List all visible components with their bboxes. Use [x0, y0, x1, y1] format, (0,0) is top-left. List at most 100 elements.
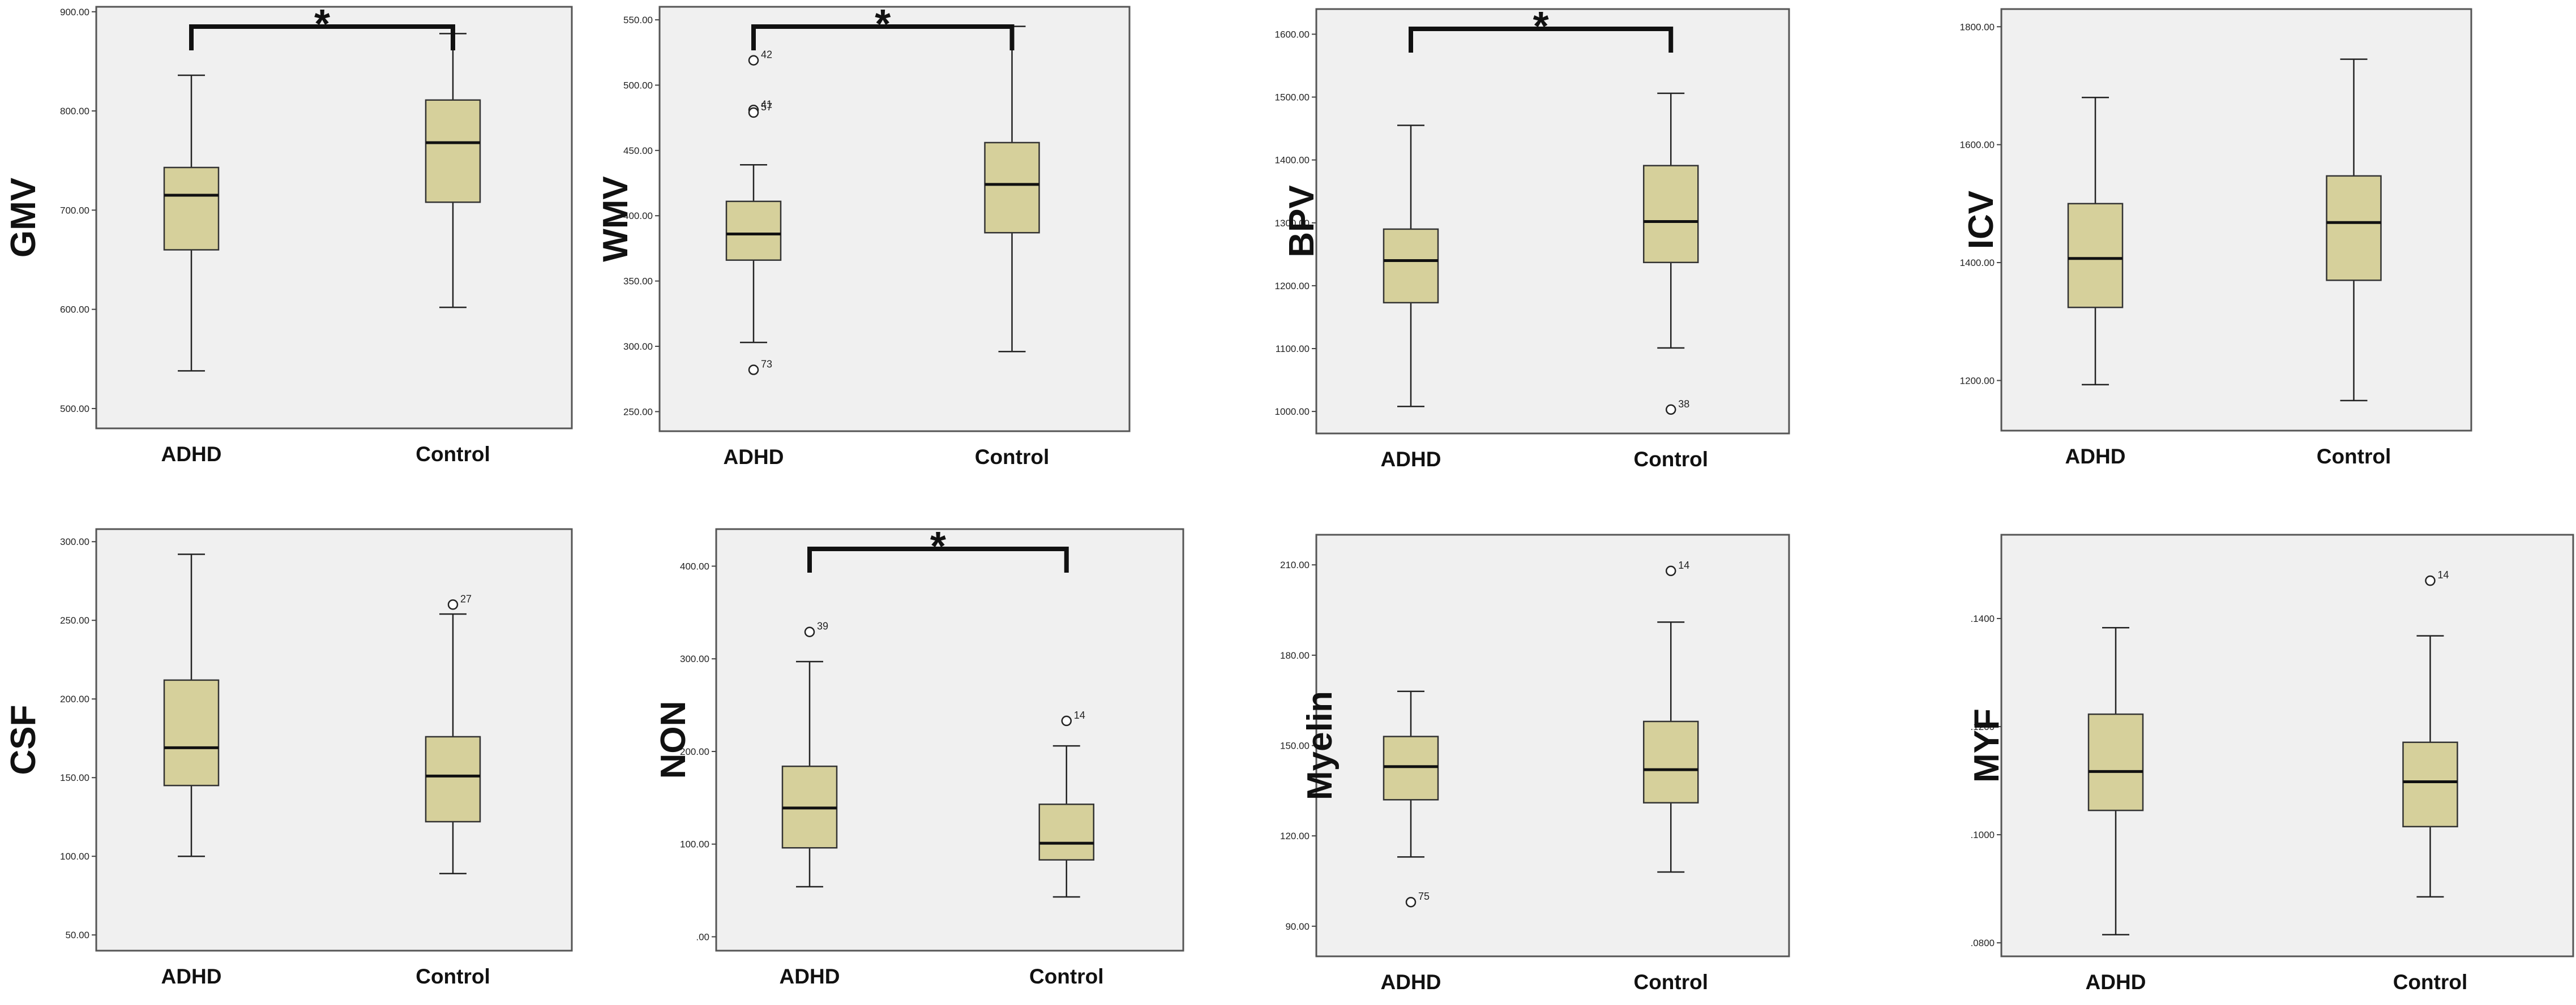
- iqr-box: [1643, 165, 1699, 264]
- outlier-label: 14: [1678, 560, 1689, 571]
- y-axis-title: WMV: [596, 176, 635, 262]
- iqr-box: [2402, 741, 2458, 828]
- category-label: ADHD: [2065, 445, 2126, 468]
- y-tick-label: 300.00: [60, 536, 89, 547]
- box-adhd: [2067, 97, 2124, 385]
- y-tick-label: .1400: [1970, 613, 1995, 624]
- outlier-point: [447, 599, 459, 610]
- iqr-box: [425, 99, 481, 203]
- outlier-label: 73: [761, 359, 772, 370]
- panel-myf: .0800 .1000 .1200 .1400 MYF ADHD Control 14: [1967, 534, 2574, 994]
- y-tick-label: 1800.00: [1960, 22, 1995, 32]
- y-tick-label: 550.00: [623, 15, 653, 25]
- category-label: Control: [2393, 970, 2468, 994]
- outlier-point: [748, 107, 759, 118]
- y-tick-label: 250.00: [623, 406, 653, 417]
- panel-myelin: 90.00 120.00 150.00 180.00 210.00 Myelin ADHD C…: [1280, 534, 1790, 994]
- box-adhd: [1383, 124, 1439, 407]
- category-label: ADHD: [780, 965, 840, 988]
- box-control: 38: [1643, 92, 1699, 415]
- significance-bracket: [751, 24, 1015, 50]
- y-tick-label: .0800: [1970, 938, 1995, 948]
- significance-star: *: [930, 524, 946, 569]
- category-label: Control: [975, 445, 1050, 469]
- outlier-label: 57: [761, 101, 772, 113]
- y-axis-title: Myelin: [1300, 691, 1340, 800]
- iqr-box: [984, 141, 1040, 234]
- box-control: 27: [425, 593, 481, 875]
- y-tick-label: 400.00: [680, 561, 709, 572]
- iqr-box: [163, 166, 220, 251]
- iqr-box: [1038, 804, 1094, 861]
- category-label: ADHD: [1381, 970, 1441, 994]
- y-axis-title: GMV: [4, 178, 43, 257]
- outlier-point: [804, 626, 815, 637]
- panel-non: .00 100.00 200.00 300.00 400.00 NON ADHD Contro…: [654, 524, 1184, 988]
- box-adhd: [163, 74, 220, 372]
- y-tick-label: 1200.00: [1275, 281, 1310, 291]
- y-tick-label: 1500.00: [1275, 92, 1310, 103]
- outlier-label: 75: [1418, 891, 1430, 902]
- y-tick-label: .00: [696, 931, 709, 942]
- panel-gmv: 500.00 600.00 700.00 800.00 900.00 GMV ADHD Con…: [4, 2, 573, 466]
- iqr-box: [1643, 720, 1699, 804]
- iqr-box: [163, 679, 220, 787]
- y-tick-label: 500.00: [60, 403, 89, 414]
- outlier-point: [1666, 565, 1676, 577]
- y-tick-label: 200.00: [60, 694, 89, 705]
- panel-icv: 1200.00 1400.00 1600.00 1800.00 ICV ADHD Contr…: [1960, 8, 2472, 468]
- y-tick-label: 1300.00: [1275, 218, 1310, 229]
- y-tick-label: 1200.00: [1960, 375, 1995, 386]
- y-axis-title: ICV: [1962, 191, 2001, 249]
- outlier-point: [748, 55, 759, 66]
- y-tick-label: 50.00: [65, 930, 89, 940]
- box-adhd: [2087, 627, 2144, 936]
- significance-star: *: [1533, 4, 1549, 49]
- y-axis-title: MYF: [1967, 708, 2006, 783]
- y-tick-label: 250.00: [60, 615, 89, 626]
- y-tick-label: .1200: [1970, 721, 1995, 732]
- y-tick-label: 1100.00: [1276, 343, 1310, 354]
- y-tick-label: 300.00: [623, 341, 653, 352]
- y-tick-label: 400.00: [623, 211, 653, 221]
- box-control: [984, 25, 1040, 353]
- y-tick-label: 350.00: [623, 276, 653, 287]
- outlier-point: [2425, 575, 2436, 586]
- plot-area: [1315, 8, 1790, 435]
- box-control: [2326, 58, 2382, 402]
- iqr-box: [2326, 175, 2382, 281]
- box-control: 14: [1643, 560, 1699, 873]
- significance-bracket: [189, 24, 455, 50]
- outlier-point: [1666, 404, 1676, 415]
- iqr-box: [1383, 228, 1439, 304]
- category-label: Control: [416, 443, 490, 466]
- y-tick-label: 150.00: [60, 772, 89, 783]
- outlier-label: 14: [2438, 569, 2449, 581]
- outlier-point: [1061, 715, 1072, 727]
- y-tick-label: 450.00: [623, 145, 653, 156]
- category-label: ADHD: [161, 443, 222, 466]
- y-tick-label: 100.00: [680, 839, 709, 850]
- y-tick-label: 700.00: [60, 205, 89, 216]
- outlier-point: [748, 364, 759, 375]
- y-tick-label: 90.00: [1285, 921, 1310, 932]
- y-tick-label: 150.00: [1280, 741, 1310, 751]
- category-label: Control: [1029, 965, 1104, 988]
- outlier-point: [1405, 896, 1417, 908]
- category-label: ADHD: [161, 965, 222, 988]
- significance-bracket: [807, 547, 1069, 573]
- box-control: 14: [1038, 710, 1094, 898]
- category-label: ADHD: [724, 445, 784, 469]
- category-label: Control: [2317, 445, 2391, 468]
- y-tick-label: 600.00: [60, 304, 89, 315]
- significance-bracket: [1409, 27, 1674, 53]
- panel-csf: 50.00 100.00 150.00 200.00 250.00 300.00 CSF AD…: [4, 528, 573, 988]
- box-adhd: [163, 553, 220, 857]
- box-adhd: 75: [1383, 690, 1439, 908]
- y-tick-label: 210.00: [1280, 560, 1310, 570]
- box-control: 14: [2402, 569, 2458, 898]
- outlier-label: 42: [761, 49, 772, 61]
- y-tick-label: 1000.00: [1275, 406, 1310, 417]
- category-label: Control: [416, 965, 490, 988]
